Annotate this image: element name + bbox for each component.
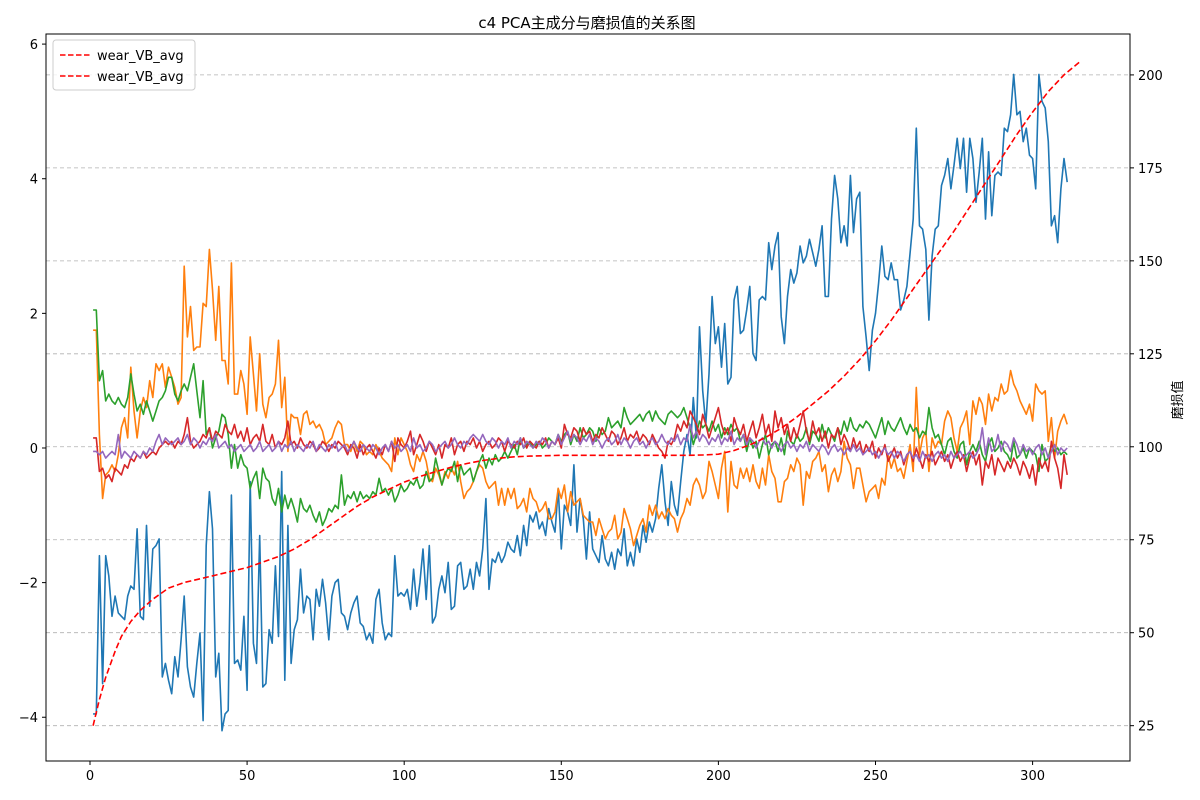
y2-tick-label-75: 75 (1138, 534, 1155, 549)
x-tick-label-0: 0 (86, 769, 94, 784)
x-tick-label-50: 50 (239, 769, 256, 784)
y-tick-label-6: 6 (30, 38, 38, 53)
legend-box (52, 39, 196, 91)
y2-tick-label-200: 200 (1138, 69, 1163, 84)
y2-tick-label-175: 175 (1138, 162, 1163, 177)
y-tick-label--2: −2 (19, 577, 38, 592)
series-line-4 (93, 406, 1068, 490)
y-axis-right-label: 磨损值 (1170, 380, 1186, 419)
y-tick-label-0: 0 (30, 442, 38, 457)
x-tick-label-100: 100 (392, 769, 417, 784)
series-group (92, 61, 1081, 732)
x-axis: 0 50 100 150 200 250 300 (86, 761, 1045, 784)
x-tick-label-250: 250 (863, 769, 888, 784)
y2-tick-label-50: 50 (1138, 627, 1155, 642)
y-axis-left: −4 −2 0 2 4 6 (19, 38, 46, 726)
series-line-2 (93, 248, 1068, 547)
y-axis-right: 25 50 75 100 125 150 175 200 (1130, 69, 1163, 735)
chart-title: c4 PCA主成分与磨损值的关系图 (478, 14, 695, 32)
legend-label-2: wear_VB_avg (97, 70, 184, 85)
x-tick-label-300: 300 (1020, 769, 1045, 784)
y2-tick-label-100: 100 (1138, 441, 1163, 456)
y2-tick-label-125: 125 (1138, 348, 1163, 363)
series-line-5 (93, 423, 1068, 463)
series-line-6 (92, 61, 1081, 726)
series-line-3 (93, 309, 1068, 527)
y-tick-label--4: −4 (19, 711, 38, 726)
x-tick-label-200: 200 (706, 769, 731, 784)
legend-label-1: wear_VB_avg (97, 49, 184, 64)
y-tick-label-2: 2 (30, 307, 38, 322)
x-tick-label-150: 150 (549, 769, 574, 784)
legend: wear_VB_avg wear_VB_avg (52, 39, 196, 91)
y-tick-label-4: 4 (30, 173, 38, 188)
y2-tick-label-25: 25 (1138, 720, 1155, 735)
y2-tick-label-150: 150 (1138, 255, 1163, 270)
plot-frame (45, 33, 1131, 762)
